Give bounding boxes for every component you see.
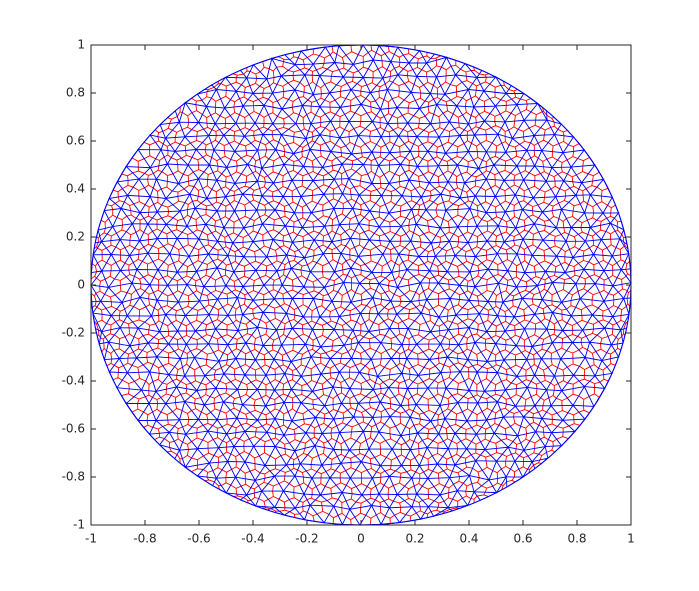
y-tick-label: 0.2 — [66, 230, 85, 244]
y-tick-label: 0.4 — [66, 182, 85, 196]
y-tick-label: -1 — [73, 518, 85, 532]
x-tick-label: -0.2 — [295, 532, 318, 546]
x-tick-label: 0.4 — [459, 532, 478, 546]
x-tick-label: 0.2 — [405, 532, 424, 546]
y-tick-label: 1 — [77, 38, 85, 52]
y-tick-label: -0.8 — [62, 470, 85, 484]
x-tick-label: -0.4 — [241, 532, 264, 546]
x-tick-label: 0 — [357, 532, 365, 546]
y-tick-label: -0.2 — [62, 326, 85, 340]
y-tick-label: -0.4 — [62, 374, 85, 388]
x-tick-label: -1 — [85, 532, 97, 546]
x-tick-label: -0.6 — [187, 532, 210, 546]
x-tick-label: 0.6 — [513, 532, 532, 546]
y-tick-label: -0.6 — [62, 422, 85, 436]
x-tick-label: 0.8 — [567, 532, 586, 546]
y-tick-label: 0 — [77, 278, 85, 292]
y-tick-label: 0.6 — [66, 134, 85, 148]
x-tick-label: -0.8 — [133, 532, 156, 546]
x-tick-label: 1 — [627, 532, 635, 546]
y-tick-label: 0.8 — [66, 86, 85, 100]
